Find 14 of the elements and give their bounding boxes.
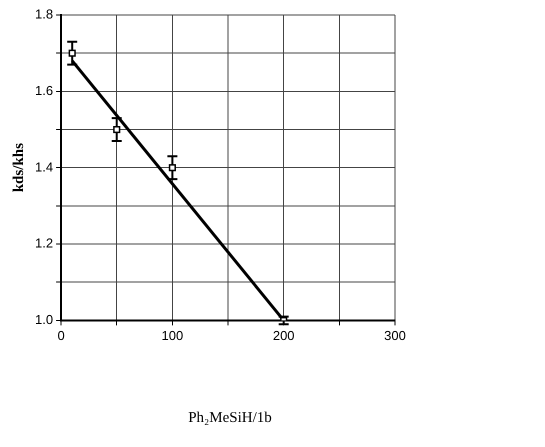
x-tick-label: 200 (272, 328, 295, 343)
y-tick-label: 1.0 (34, 312, 54, 327)
y-axis-title: kds/khs (10, 142, 27, 192)
x-axis-title: Ph₂MeSiH/1b (187, 410, 273, 427)
x-tick-label: 0 (57, 328, 65, 343)
point (168, 164, 176, 172)
point (113, 126, 120, 134)
x-tick-label: 300 (384, 328, 406, 343)
y-tick-label: 1.8 (34, 6, 54, 22)
point (68, 50, 76, 57)
y-tick-label: 1.2 (34, 236, 54, 251)
y-tick-label: 1.6 (34, 82, 54, 98)
x-tick-label: 100 (162, 328, 184, 343)
y-tick-label: 1.4 (34, 159, 54, 174)
